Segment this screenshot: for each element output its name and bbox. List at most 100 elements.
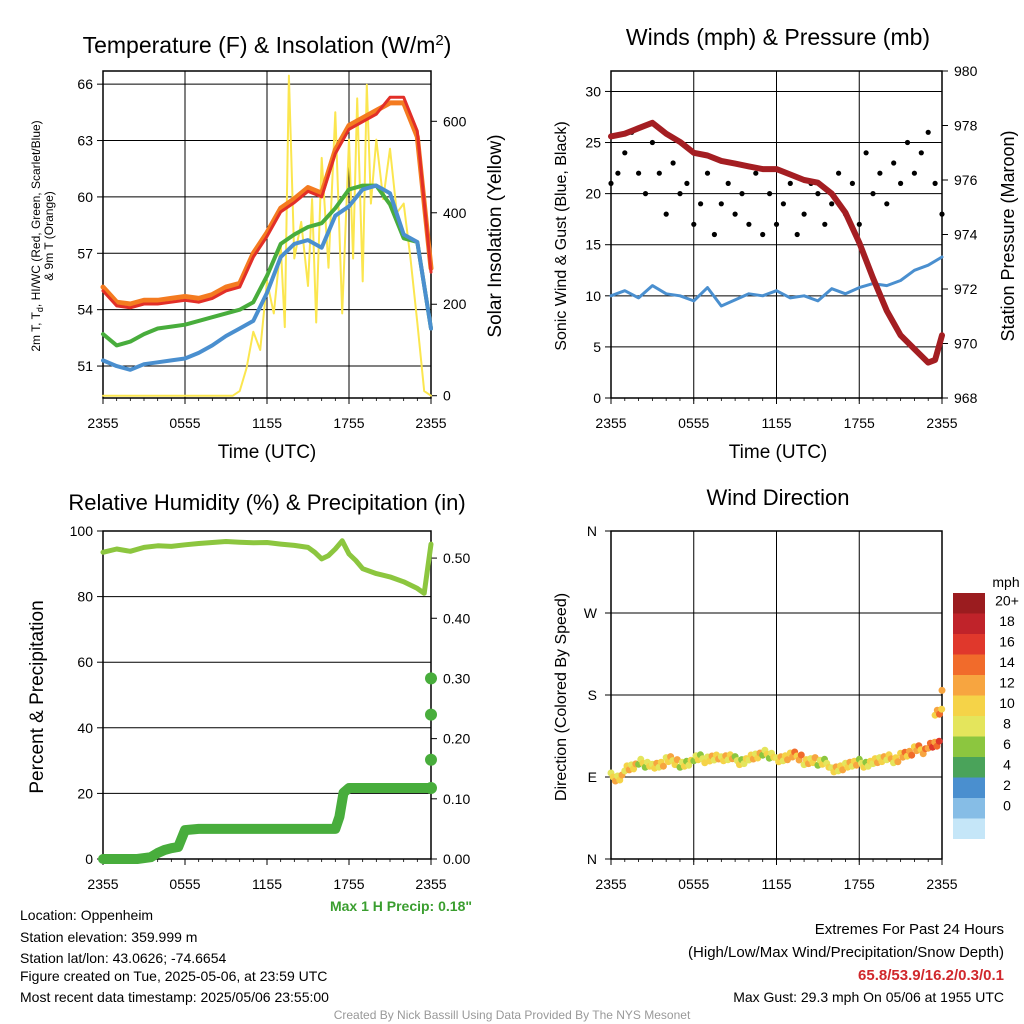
gust-point-9	[670, 160, 676, 166]
gust-point-33	[836, 170, 842, 176]
humidity-plot-frame	[102, 530, 432, 860]
direction-point-21-5	[908, 751, 916, 759]
gust-point-24	[773, 221, 780, 227]
winds-ytick-right-label-2: 972	[954, 281, 978, 297]
temperature-panel: Temperature (F) & Insolation (W/m2) Time…	[29, 32, 506, 463]
gust-point-20	[746, 221, 752, 227]
precip-point-2	[425, 708, 437, 721]
winds-ytick-left-label-1: 5	[593, 339, 601, 355]
winds-title: Winds (mph) & Pressure (mb)	[626, 24, 930, 50]
precip-point-3	[425, 672, 437, 685]
humidity-ytick-right-label-0: 0.00	[443, 851, 470, 867]
gust-point-23	[767, 191, 773, 197]
winds-ytick-right-label-3: 974	[954, 227, 978, 243]
temperature-ytick-right-label-1: 200	[443, 296, 467, 312]
temperature-ytick-right-label-3: 600	[443, 113, 467, 129]
temperature-xtick-label-0: 2355	[87, 415, 118, 431]
winds-xtick-label-0: 2355	[595, 415, 626, 431]
humidity-ytick-left-label-0: 0	[85, 851, 93, 867]
gust-point-30	[815, 191, 821, 197]
winds-ytick-left-label-6: 30	[585, 83, 601, 99]
direction-point-13-5	[797, 751, 805, 759]
sonic-wind-line	[609, 255, 944, 308]
footer-location: Location: Oppenheim	[20, 907, 153, 923]
legend-label-1: 18	[999, 613, 1015, 629]
gust-point-17	[725, 180, 731, 186]
footer-latlon: Station lat/lon: 43.0626; -74.6654	[20, 950, 226, 966]
humidity-ytick-left-label-1: 20	[77, 785, 93, 801]
direction-point-25-0	[938, 686, 946, 694]
gust-point-5	[642, 191, 649, 197]
winds-ytick-right-label-1: 970	[954, 336, 978, 352]
gust-point-45	[918, 150, 924, 156]
max-gust: Max Gust: 29.3 mph On 05/06 at 1955 UTC	[733, 989, 1004, 1005]
precipitation-line	[98, 783, 436, 864]
direction-point-23-5	[935, 737, 943, 745]
temperature-ytick-left-label-4: 63	[77, 133, 93, 149]
humidity-ytick-right-label-1: 0.10	[443, 791, 470, 807]
humidity-xtick-label-3: 1755	[333, 876, 364, 892]
gust-point-10	[677, 191, 683, 197]
legend-label-9: 2	[1003, 777, 1011, 793]
wind-direction-ytick-label-3: W	[584, 605, 598, 621]
gust-point-11	[684, 180, 690, 186]
wind-direction-ytick-label-4: N	[587, 523, 597, 539]
winds-ytick-left-label-2: 10	[585, 288, 601, 304]
legend-label-7: 6	[1003, 736, 1011, 752]
winds-ytick-right-label-5: 978	[954, 118, 978, 134]
humidity-ytick-left-label-3: 60	[77, 654, 93, 670]
winds-xtick-label-1: 0555	[678, 415, 709, 431]
gust-point-36	[856, 221, 862, 227]
gust-point-4	[636, 170, 642, 176]
gust-point-12	[691, 221, 697, 227]
humidity-xtick-label-0: 2355	[87, 876, 118, 892]
footer: Location: Oppenheim Station elevation: 3…	[20, 907, 1004, 1022]
gust-point-44	[911, 170, 918, 176]
gust-point-7	[656, 170, 662, 176]
gust-point-0	[608, 180, 614, 186]
gust-point-18	[732, 211, 738, 217]
legend-swatch-11	[953, 818, 985, 839]
gust-point-1	[615, 170, 621, 176]
temperature-ylabel-left: 2m T, Td, HI/WC (Red, Green, Scarlet/Blu…	[29, 120, 45, 351]
humidity-ytick-right-label-2: 0.20	[443, 731, 470, 747]
legend-label-2: 16	[999, 634, 1015, 650]
wind-direction-ytick-label-0: N	[587, 851, 597, 867]
gust-point-15	[711, 231, 718, 238]
direction-point-3-5	[659, 762, 667, 770]
wind-direction-ytick-label-1: E	[588, 769, 597, 785]
winds-xlabel: Time (UTC)	[729, 442, 828, 463]
gust-point-32	[829, 201, 835, 207]
gust-point-37	[863, 150, 869, 156]
temp-9m-line	[100, 100, 434, 307]
gust-point-27	[794, 231, 800, 238]
temperature-ytick-left-label-5: 66	[77, 76, 93, 92]
winds-xtick-label-4: 2355	[926, 415, 957, 431]
temperature-xtick-label-2: 1155	[252, 415, 282, 431]
winds-xtick-label-3: 1755	[844, 415, 875, 431]
legend-swatch-8	[953, 757, 985, 778]
temperature-ytick-left-label-3: 60	[77, 189, 93, 205]
precip-point-1	[425, 753, 437, 766]
legend-swatch-4	[953, 675, 985, 696]
temperature-xlabel: Time (UTC)	[218, 442, 317, 463]
gust-point-22	[760, 231, 766, 238]
legend-swatch-7	[953, 736, 985, 757]
gust-point-41	[891, 160, 897, 166]
extremes-title: Extremes For Past 24 Hours	[815, 921, 1004, 938]
credit-line: Created By Nick Bassill Using Data Provi…	[334, 1008, 691, 1022]
winds-ytick-right-label-0: 968	[954, 390, 978, 406]
legend-label-5: 10	[999, 695, 1015, 711]
wind-direction-title: Wind Direction	[706, 485, 849, 510]
wind-direction-ytick-label-2: S	[588, 687, 597, 703]
gust-point-31	[822, 221, 828, 227]
gust-point-28	[801, 211, 807, 217]
winds-ytick-right-label-4: 976	[954, 172, 978, 188]
insolation-line	[102, 74, 432, 397]
pressure-line	[608, 119, 945, 366]
legend-label-0: 20+	[995, 593, 1019, 609]
winds-ytick-left-label-5: 25	[585, 135, 601, 151]
humidity-xtick-label-4: 2355	[415, 876, 446, 892]
gust-point-48	[939, 211, 945, 217]
gust-point-14	[704, 170, 711, 176]
